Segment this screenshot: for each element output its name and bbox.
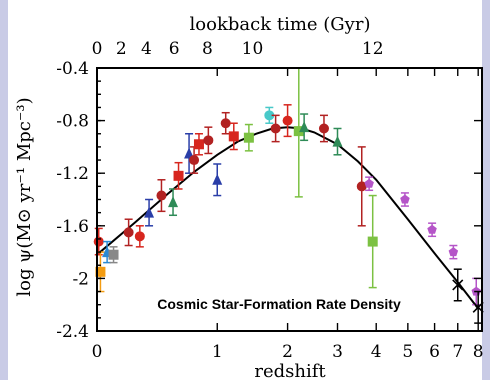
top-tick-label: 10 bbox=[242, 39, 264, 59]
plot-frame bbox=[96, 67, 483, 332]
data-point bbox=[318, 114, 329, 143]
y-axis-title: log ψ(M⊙ yr⁻¹ Mpc⁻³) bbox=[14, 97, 35, 296]
data-point bbox=[123, 218, 134, 247]
point-marker bbox=[134, 231, 145, 242]
data-point bbox=[203, 126, 214, 155]
point-marker bbox=[282, 115, 293, 126]
data-point bbox=[264, 106, 275, 124]
point-marker bbox=[243, 132, 254, 143]
point-marker bbox=[427, 224, 437, 234]
top-tick-label: 4 bbox=[141, 39, 152, 59]
point-marker bbox=[168, 196, 179, 208]
point-marker bbox=[203, 135, 214, 146]
data-point bbox=[270, 114, 281, 143]
point-marker bbox=[123, 227, 134, 238]
x-tick-label: 0 bbox=[92, 342, 103, 362]
data-point bbox=[193, 133, 204, 156]
annotation-box bbox=[112, 292, 447, 316]
x-tick-label: 1 bbox=[212, 342, 223, 362]
point-marker bbox=[332, 135, 343, 147]
point-marker bbox=[356, 181, 367, 192]
point-marker bbox=[93, 236, 104, 247]
fit-curve bbox=[96, 126, 479, 310]
top-axis-title: lookback time (Gyr) bbox=[190, 14, 371, 35]
point-marker bbox=[364, 178, 374, 188]
data-point bbox=[332, 127, 343, 156]
data-point bbox=[156, 179, 167, 213]
right-frame-bar bbox=[482, 0, 490, 380]
data-point bbox=[448, 244, 459, 260]
left-frame-bar bbox=[0, 0, 8, 380]
point-marker bbox=[184, 147, 195, 159]
point-marker bbox=[318, 123, 329, 134]
data-point bbox=[228, 122, 239, 151]
point-marker bbox=[144, 206, 155, 218]
x-tick-label: 3 bbox=[332, 342, 343, 362]
point-marker bbox=[367, 236, 378, 247]
x-tick-label: 8 bbox=[473, 342, 484, 362]
y-tick-label: -2.4 bbox=[56, 322, 89, 342]
point-marker bbox=[448, 247, 459, 257]
point-marker bbox=[270, 123, 281, 134]
x-tick-label: 4 bbox=[371, 342, 382, 362]
x-axis-title: redshift bbox=[254, 361, 326, 380]
data-point bbox=[282, 104, 293, 138]
top-tick-label: 2 bbox=[116, 39, 127, 59]
point-marker bbox=[400, 194, 410, 204]
data-point bbox=[364, 176, 374, 192]
chart-annotation: Cosmic Star-Formation Rate Density bbox=[157, 296, 401, 312]
point-marker bbox=[212, 173, 223, 185]
y-tick-label: -0.8 bbox=[56, 112, 89, 132]
data-point bbox=[144, 198, 155, 227]
data-point bbox=[400, 192, 410, 207]
data-point bbox=[134, 225, 145, 248]
x-tick-label: 5 bbox=[402, 342, 413, 362]
y-tick-label: -2 bbox=[72, 269, 89, 289]
y-tick-label: -0.4 bbox=[56, 59, 89, 79]
point-marker bbox=[299, 121, 310, 133]
data-point bbox=[299, 113, 310, 142]
top-tick-label: 0 bbox=[92, 39, 103, 59]
point-marker bbox=[95, 266, 106, 277]
x-tick-label: 2 bbox=[282, 342, 293, 362]
x-tick-label: 6 bbox=[429, 342, 440, 362]
point-marker bbox=[156, 190, 167, 201]
point-marker bbox=[264, 110, 275, 121]
point-marker bbox=[189, 155, 200, 166]
data-point bbox=[427, 222, 437, 238]
data-point bbox=[108, 246, 119, 264]
data-point bbox=[184, 133, 195, 174]
data-point bbox=[356, 146, 367, 227]
point-marker bbox=[193, 139, 204, 150]
data-point bbox=[212, 163, 223, 197]
data-point bbox=[220, 111, 231, 135]
x-tick-label: 7 bbox=[452, 342, 463, 362]
point-marker bbox=[293, 126, 304, 137]
point-marker bbox=[108, 249, 119, 260]
top-tick-label: 8 bbox=[202, 39, 213, 59]
data-point bbox=[293, 67, 304, 198]
y-tick-label: -1.6 bbox=[56, 217, 89, 237]
data-point bbox=[173, 161, 184, 190]
data-point bbox=[367, 194, 378, 289]
y-tick-label: -1.2 bbox=[56, 164, 89, 184]
point-marker bbox=[228, 131, 239, 142]
data-point bbox=[168, 188, 179, 217]
data-point bbox=[452, 268, 464, 302]
top-tick-label: 12 bbox=[362, 39, 384, 59]
point-marker bbox=[220, 118, 231, 129]
data-point bbox=[243, 123, 254, 152]
point-marker bbox=[173, 170, 184, 181]
top-tick-label: 6 bbox=[169, 39, 180, 59]
point-marker bbox=[452, 279, 464, 291]
